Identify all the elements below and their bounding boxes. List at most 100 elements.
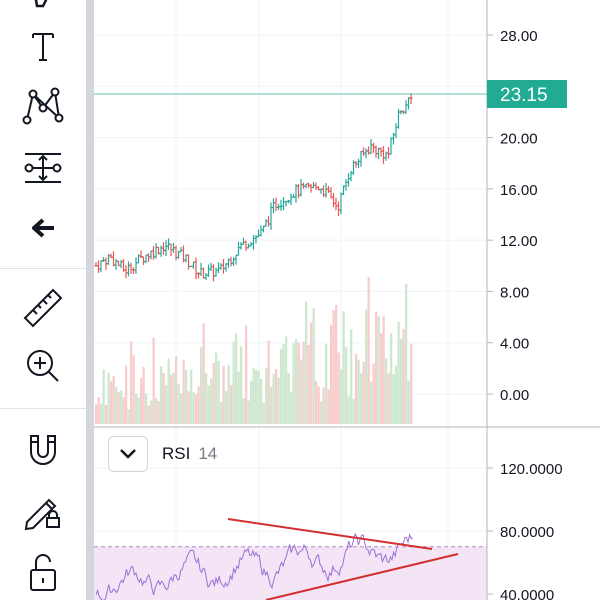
ohlc-bar: [179, 246, 183, 253]
ohlc-bar: [299, 179, 303, 197]
volume-bar: [180, 393, 183, 424]
ohlc-bar: [164, 240, 168, 257]
volume-bar: [182, 359, 185, 424]
ohlc-bar: [199, 262, 203, 277]
ruler-tool[interactable]: [11, 282, 75, 334]
volume-bar: [157, 401, 160, 424]
magnet-tool[interactable]: [11, 424, 75, 476]
volume-bar: [225, 390, 228, 424]
indicator-name[interactable]: RSI: [162, 444, 191, 463]
volume-bar: [222, 365, 225, 424]
drawing-toolbar: [0, 0, 86, 600]
ohlc-bar: [382, 146, 385, 164]
ohlc-bar: [374, 145, 378, 158]
volume-bar: [120, 390, 123, 424]
back-arrow-button[interactable]: [11, 202, 75, 254]
volume-bar: [287, 373, 290, 424]
pattern-tool[interactable]: [11, 80, 75, 132]
volume-bar: [162, 373, 165, 424]
volume-bar: [220, 402, 223, 424]
zoom-in-tool[interactable]: [11, 340, 75, 392]
ohlc-bar: [379, 147, 383, 157]
ohlc-bar: [312, 181, 315, 189]
ohlc-bar: [239, 242, 243, 250]
volume-bar: [402, 328, 405, 424]
ohlc-bar: [99, 260, 103, 273]
lock-icon: [30, 554, 56, 591]
ohlc-bar: [377, 147, 380, 160]
volume-bar: [215, 352, 218, 424]
ohlc-bar: [214, 267, 218, 277]
volume-bar: [335, 305, 338, 424]
volume-bar: [330, 324, 333, 424]
chevron-down-icon: [120, 449, 136, 459]
ohlc-bar: [222, 258, 225, 274]
volume-bar: [187, 391, 190, 424]
ohlc-bar: [237, 241, 240, 256]
volume-bar: [112, 375, 115, 424]
chart-area[interactable]: 28.00 20.00 16.00 12.00 8.00 4.00 0.00 120.0000…: [94, 0, 600, 604]
volume-bar: [167, 358, 170, 424]
volume-bar: [320, 401, 323, 424]
grid-lines: [94, 0, 487, 600]
brush-icon: [34, 0, 48, 8]
volume-bar: [97, 397, 100, 424]
price-axis-label: 28.00: [500, 28, 538, 45]
ohlc-bar: [362, 147, 365, 156]
ohlc-bar: [357, 158, 360, 169]
volume-bar: [327, 389, 330, 424]
brush-tool[interactable]: [11, 0, 75, 22]
volume-bar: [135, 393, 138, 424]
lock-drawings-tool[interactable]: [11, 484, 75, 536]
ohlc-bar: [257, 229, 260, 238]
volume-bar: [385, 358, 388, 424]
volume-bar: [397, 321, 400, 424]
text-tool[interactable]: [11, 20, 75, 72]
chart-canvas[interactable]: 28.00 20.00 16.00 12.00 8.00 4.00 0.00 120.0000…: [94, 0, 600, 604]
volume-bar: [267, 340, 270, 424]
ohlc-bar: [234, 254, 238, 265]
volume-bar: [272, 374, 275, 424]
ohlc-bar: [364, 148, 368, 159]
prediction-measure-tool[interactable]: [11, 142, 75, 194]
toolbar-resize-edge[interactable]: [86, 0, 94, 600]
ohlc-bar: [142, 256, 145, 265]
price-axis-label: 12.00: [500, 233, 538, 250]
volume-bar: [387, 373, 390, 424]
volume-bar: [102, 369, 105, 424]
volume-bar: [260, 379, 263, 424]
ohlc-bar: [144, 254, 148, 264]
ohlc-bar: [387, 147, 390, 159]
ohlc-bar: [282, 197, 285, 211]
ohlc-bar: [309, 183, 313, 193]
volume-bar: [270, 386, 273, 424]
volume-bar: [370, 381, 373, 424]
volume-bar: [175, 356, 178, 424]
rsi-axis-label: 80.0000: [500, 524, 554, 541]
volume-bar: [360, 373, 363, 424]
ohlc-bar: [407, 97, 410, 110]
lock-tool[interactable]: [11, 546, 75, 598]
volume-bar: [302, 341, 305, 424]
volume-bar: [245, 325, 248, 424]
volume-bar: [132, 355, 135, 424]
ohlc-bar: [197, 272, 200, 279]
volume-bar: [185, 369, 188, 424]
volume-bar: [155, 398, 158, 424]
ohlc-bar: [112, 251, 115, 267]
ohlc-bar: [274, 197, 278, 212]
volume-bar: [310, 322, 313, 424]
ohlc-bar: [102, 257, 105, 262]
volume-bars: [95, 277, 413, 424]
volume-bar: [395, 365, 398, 424]
ohlc-bar: [294, 184, 298, 203]
ohlc-bar: [212, 264, 215, 282]
volume-bar: [410, 343, 413, 424]
volume-bar: [207, 385, 210, 424]
ohlc-bar: [369, 139, 373, 155]
ohlc-bar: [394, 123, 398, 139]
indicator-collapse-button[interactable]: [108, 436, 148, 472]
volume-bar: [145, 393, 148, 424]
ohlc-bar: [147, 253, 150, 262]
volume-bar: [312, 308, 315, 424]
